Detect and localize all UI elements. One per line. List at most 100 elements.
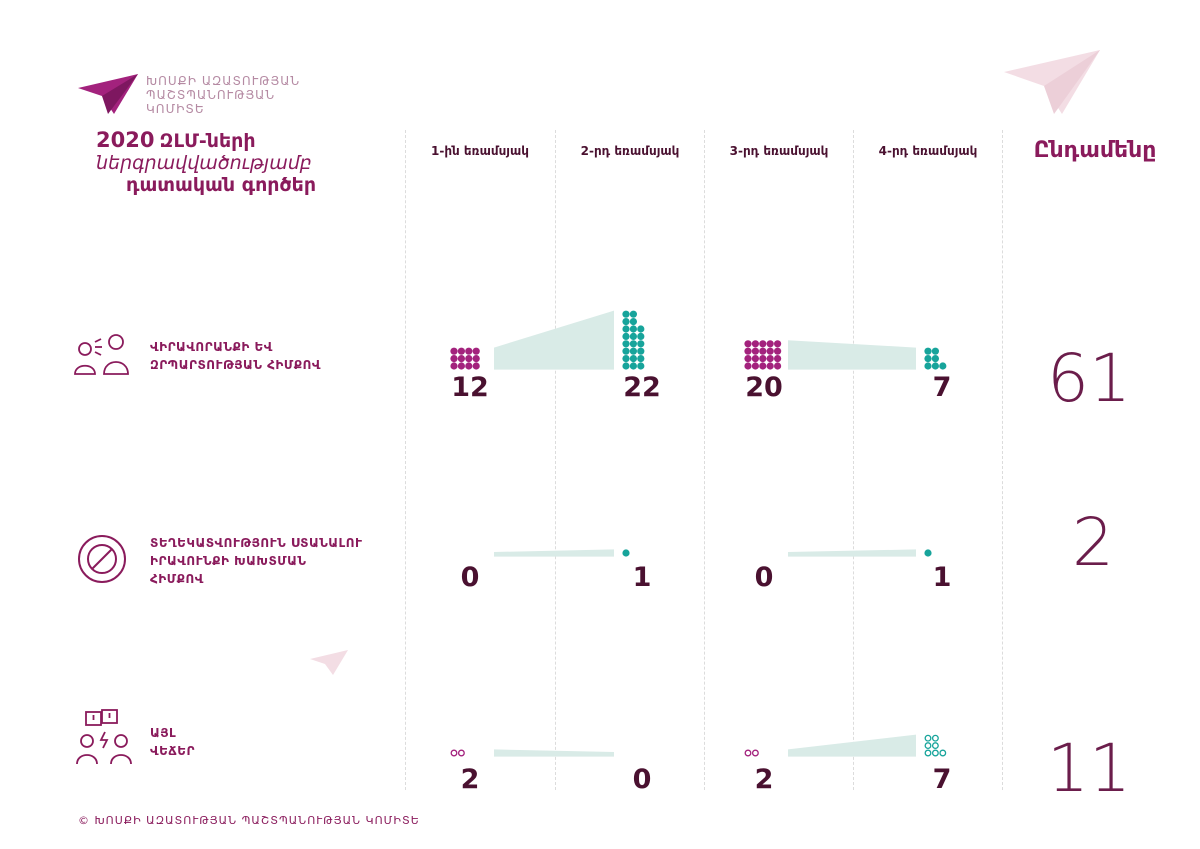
- data-dot: [939, 749, 947, 757]
- data-dot: [622, 325, 630, 333]
- trend-band: [788, 340, 916, 370]
- trend-band: [494, 310, 614, 370]
- data-dot: [622, 549, 630, 557]
- data-dot: [622, 355, 630, 363]
- data-dot: [939, 362, 947, 370]
- trend-band: [494, 549, 614, 557]
- data-dot: [924, 347, 932, 355]
- data-dot: [472, 362, 480, 370]
- data-dot: [465, 347, 473, 355]
- data-dot: [744, 362, 752, 370]
- data-dot: [751, 362, 760, 370]
- people-argue-icon: [76, 709, 132, 765]
- total-header: Ընդամենը: [1033, 138, 1157, 163]
- data-dot: [457, 749, 465, 757]
- data-dot: [450, 749, 458, 757]
- org-name-line: ԿՈՄԻՏԵ: [146, 102, 205, 116]
- data-dot: [924, 355, 932, 363]
- data-dot: [751, 749, 759, 757]
- data-dot: [759, 362, 767, 370]
- data-dot: [766, 362, 774, 370]
- people-talking-icon: [74, 334, 129, 375]
- data-dot: [637, 355, 645, 363]
- data-dot: [472, 347, 480, 355]
- column-divider: [555, 130, 556, 790]
- data-dot: [457, 355, 465, 363]
- category-label: ԱՅԼ ՎԵՃԵՐ: [150, 724, 195, 760]
- data-dot: [766, 355, 774, 363]
- row-total: 2: [1072, 504, 1114, 581]
- column-divider: [1002, 130, 1003, 790]
- data-dot: [924, 742, 932, 750]
- data-dot: [622, 362, 630, 370]
- category-label: ՏԵՂԵԿԱՏՎՈՒԹՅՈՒՆ ՍՏԱՆԱԼՈՒ ԻՐԱՎՈՒՆՔԻ ԽԱԽՏՄ…: [150, 534, 362, 588]
- value-label: 0: [754, 562, 774, 593]
- value-label: 22: [623, 372, 661, 403]
- data-dot: [751, 340, 760, 348]
- data-dot: [457, 362, 465, 370]
- trend-band: [788, 734, 916, 757]
- quarter-header: 1-ին եռամսյակ: [431, 144, 529, 158]
- data-dot: [924, 362, 932, 370]
- category-label-line: ՀԻՄՔՈՎ: [150, 572, 204, 586]
- quarter-header: 3-րդ եռամսյակ: [729, 144, 829, 158]
- data-dot: [629, 310, 638, 318]
- data-dot: [622, 318, 630, 326]
- data-dot: [629, 325, 638, 333]
- data-dot: [629, 362, 638, 370]
- data-dot: [637, 340, 645, 348]
- column-divider: [405, 130, 406, 790]
- row-total: 11: [1047, 730, 1131, 807]
- quarter-header: 2-րդ եռամսյակ: [580, 144, 680, 158]
- data-dot: [465, 355, 473, 363]
- value-label: 7: [932, 372, 952, 403]
- data-dot: [759, 347, 767, 355]
- copyright: © ԽՈՍՔԻ ԱԶԱՏՈՒԹՅԱՆ ՊԱՇՏՊԱՆՈՒԹՅԱՆ ԿՈՄԻՏԵ: [78, 814, 420, 827]
- data-dot: [629, 318, 638, 326]
- data-dot: [622, 340, 630, 348]
- data-dot: [629, 347, 638, 355]
- data-dot: [774, 362, 782, 370]
- data-dot: [774, 355, 782, 363]
- data-dot: [622, 332, 630, 340]
- category-label: ՎԻՐԱՎՈՐԱՆՔԻ ԵՎ ԶՐՊԱՐՏՈՒԹՅԱՆ ՀԻՄՔՈՎ: [150, 338, 321, 374]
- data-dot: [637, 325, 645, 333]
- data-dot: [450, 347, 458, 355]
- category-label-line: ՎԵՃԵՐ: [150, 744, 196, 758]
- category-label-line: ԻՐԱՎՈՒՆՔԻ ԽԱԽՏՄԱՆ: [150, 554, 307, 568]
- data-dot: [931, 742, 939, 750]
- category-label-line: ԱՅԼ: [150, 726, 177, 740]
- column-divider: [704, 130, 705, 790]
- title-part3: դատական գործեր: [126, 174, 317, 196]
- value-label: 7: [932, 764, 952, 795]
- title-part2: ներգրավվածությամբ: [96, 152, 312, 174]
- data-dot: [450, 362, 458, 370]
- data-dot: [931, 749, 939, 757]
- data-dot: [931, 734, 939, 742]
- value-label: 12: [451, 372, 489, 403]
- data-dot: [744, 355, 752, 363]
- data-dot: [774, 347, 782, 355]
- data-dot: [744, 340, 752, 348]
- data-dot: [457, 347, 465, 355]
- data-dot: [931, 362, 940, 370]
- data-dot: [931, 347, 940, 355]
- quarter-header: 4-րդ եռամսյակ: [878, 144, 978, 158]
- data-dot: [766, 340, 774, 348]
- paper-plane-icon: [310, 650, 348, 675]
- page-title: 2020 ԶԼՄ-ների ներգրավվածությամբ դատական …: [96, 128, 316, 196]
- data-dot: [629, 355, 638, 363]
- data-dot: [622, 347, 630, 355]
- value-label: 0: [632, 764, 652, 795]
- data-dot: [759, 340, 767, 348]
- data-dot: [744, 347, 752, 355]
- category-label-line: ԶՐՊԱՐՏՈՒԹՅԱՆ ՀԻՄՔՈՎ: [150, 358, 321, 372]
- prohibited-icon: [78, 535, 126, 583]
- trend-band: [494, 749, 614, 757]
- data-dot: [637, 347, 645, 355]
- column-divider: [853, 130, 854, 790]
- value-label: 2: [460, 764, 480, 795]
- data-dot: [774, 340, 782, 348]
- data-dot: [629, 340, 638, 348]
